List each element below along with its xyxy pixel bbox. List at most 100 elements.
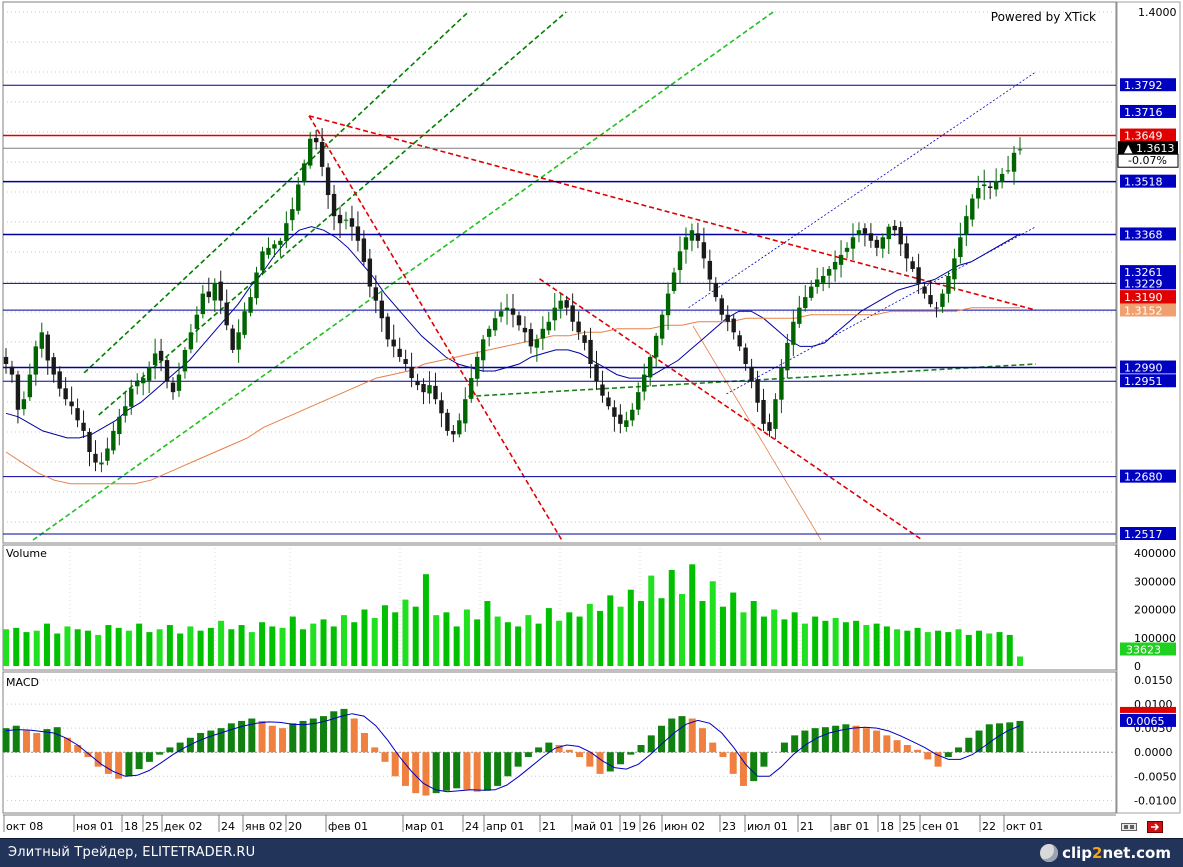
- candle-body: [725, 314, 730, 322]
- macd-bar: [555, 745, 563, 753]
- candle-body: [421, 384, 426, 393]
- macd-bar: [473, 752, 481, 792]
- macd-bar: [258, 720, 266, 753]
- volume-bar: [289, 616, 296, 666]
- volume-bar: [453, 626, 460, 666]
- macd-bar: [791, 735, 799, 753]
- candle-body: [337, 214, 343, 224]
- candle-body: [75, 408, 80, 421]
- volume-bar: [433, 615, 440, 666]
- candle-body: [93, 453, 98, 463]
- price-label-text: 1.2990: [1124, 362, 1163, 375]
- macd-bar: [504, 752, 512, 777]
- macd-bar: [360, 732, 368, 753]
- candle-body: [809, 286, 814, 298]
- candle-body: [874, 239, 880, 248]
- volume-bar: [935, 630, 942, 666]
- price-panel: [2, 1, 1117, 544]
- volume-bar: [730, 592, 737, 666]
- x-tick-label: дек 02: [164, 820, 203, 833]
- candle-body: [379, 300, 384, 319]
- candle-body: [713, 282, 718, 298]
- macd-bar: [227, 723, 235, 753]
- logo-text-num: 2: [1092, 844, 1103, 862]
- volume-bar: [320, 619, 327, 666]
- candle-body: [516, 315, 522, 326]
- macd-bar: [217, 728, 225, 753]
- volume-bar: [883, 626, 890, 666]
- volume-last-box: [1120, 642, 1176, 656]
- x-tick-label: июл 01: [747, 820, 788, 833]
- volume-bar: [597, 610, 604, 666]
- candle-body: [946, 276, 951, 294]
- volume-bar: [146, 632, 153, 666]
- macd-bar: [862, 728, 870, 753]
- x-tick-label: 18: [124, 820, 138, 833]
- x-tick-label: 24: [465, 820, 479, 833]
- candle-body: [707, 260, 713, 280]
- candle-body: [952, 258, 957, 280]
- volume-bar: [781, 619, 788, 666]
- candle-body: [498, 311, 504, 317]
- x-tick-label: 22: [982, 820, 996, 833]
- price-label-text: 1.3190: [1124, 291, 1163, 304]
- volume-bar: [156, 629, 163, 666]
- candle-body: [797, 307, 802, 324]
- volume-bar: [842, 622, 849, 666]
- scroll-icon[interactable]: [1121, 818, 1137, 831]
- macd-bar: [565, 749, 573, 753]
- volume-bar: [259, 622, 266, 666]
- volume-bar: [136, 623, 143, 666]
- macd-bar: [903, 745, 911, 753]
- price-label-box: [1120, 303, 1176, 317]
- candle-body: [319, 141, 325, 167]
- macd-bar: [453, 752, 461, 789]
- volume-bar: [218, 620, 225, 666]
- macd-bar: [442, 752, 450, 791]
- candle-body: [117, 416, 122, 435]
- volume-bar: [494, 616, 501, 666]
- macd-bar: [883, 735, 891, 753]
- macd-bar: [821, 727, 829, 753]
- volume-bar: [269, 626, 276, 666]
- macd-signal-box: [1120, 706, 1176, 713]
- exit-icon[interactable]: [1147, 818, 1163, 833]
- macd-bar: [115, 752, 123, 779]
- candle-body: [594, 364, 599, 382]
- macd-bar: [617, 752, 625, 765]
- candle-body: [647, 356, 653, 378]
- candle-body: [510, 308, 516, 315]
- macd-bar: [63, 737, 71, 753]
- volume-bar: [115, 627, 122, 666]
- volume-bar: [760, 616, 767, 666]
- volume-bar: [484, 601, 491, 666]
- volume-bar: [986, 633, 993, 666]
- x-tick-label: окт 01: [1006, 820, 1043, 833]
- volume-tick-text: 0: [1134, 660, 1141, 673]
- candle-body: [343, 219, 349, 221]
- x-tick-label: 21: [542, 820, 556, 833]
- volume-bar: [648, 575, 655, 666]
- candle-body: [934, 307, 939, 309]
- candle-body: [910, 261, 915, 269]
- macd-bar: [104, 752, 112, 774]
- candle-body: [21, 399, 27, 410]
- candle-body: [146, 367, 152, 381]
- candle-body: [832, 261, 838, 270]
- macd-bar: [545, 742, 553, 753]
- macd-bar: [422, 752, 430, 796]
- candle-body: [427, 385, 432, 394]
- volume-bar: [125, 630, 132, 666]
- macd-bar: [145, 752, 153, 762]
- macd-bar: [135, 752, 143, 770]
- macd-bar: [279, 728, 287, 753]
- candle-body: [928, 295, 933, 305]
- candle-body: [671, 272, 677, 291]
- candle-body: [475, 356, 480, 379]
- macd-bar: [43, 729, 51, 753]
- candle-body: [624, 420, 629, 427]
- volume-tick-text: 300000: [1134, 575, 1176, 588]
- candle-body: [206, 291, 211, 298]
- macd-tick-text: 0.0150: [1134, 674, 1173, 687]
- volume-bar: [3, 629, 9, 666]
